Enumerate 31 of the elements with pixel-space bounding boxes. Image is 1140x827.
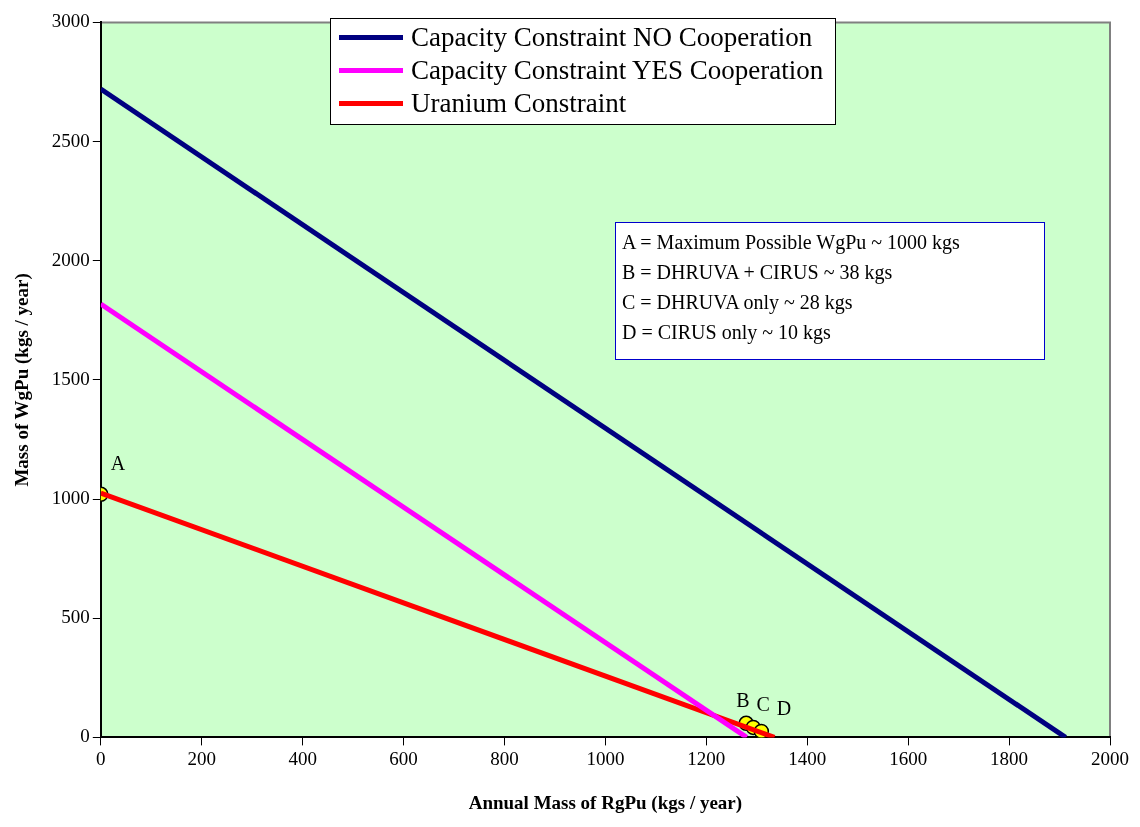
x-tick-label: 600 [389, 747, 418, 769]
x-tick-label: 1000 [586, 747, 625, 769]
annotation: C = DHRUVA only ~ 28 kgs [622, 290, 854, 316]
x-tick-label: 800 [490, 747, 519, 769]
y-tick-label: 3000 [51, 10, 90, 32]
y-axis-title: Mass of WgPu (kgs / year) [11, 273, 34, 487]
y-tick-label: 2000 [51, 248, 90, 270]
x-tick-label: 400 [288, 747, 317, 769]
x-tick-label: 1600 [889, 747, 928, 769]
x-axis-title: Annual Mass of RgPu (kgs / year) [468, 791, 743, 814]
annotation: B [736, 689, 750, 712]
y-tick-label: 2500 [51, 129, 90, 151]
legend-label: Uranium Constraint [411, 87, 627, 120]
y-tick-label: 500 [61, 606, 90, 628]
y-tick-label: 1500 [51, 367, 90, 389]
x-tick-label: 200 [187, 747, 216, 769]
x-tick-label: 2000 [1091, 747, 1129, 769]
annotation: C [756, 693, 770, 716]
x-tick-label: 0 [96, 747, 106, 769]
x-tick-label: 1800 [990, 747, 1029, 769]
legend-label: Capacity Constraint YES Cooperation [411, 54, 824, 87]
annotation: D = CIRUS only ~ 10 kgs [622, 320, 832, 346]
annotation: A [110, 452, 126, 475]
legend-label: Capacity Constraint NO Cooperation [411, 21, 813, 54]
x-tick-label: 1200 [687, 747, 726, 769]
annotation: D [776, 697, 792, 720]
annotation: B = DHRUVA + CIRUS ~ 38 kgs [622, 260, 894, 286]
y-tick-label: 1000 [51, 487, 90, 509]
annotation: A = Maximum Possible WgPu ~ 1000 kgs [622, 230, 961, 256]
y-tick-label: 0 [80, 725, 90, 747]
x-tick-label: 1400 [788, 747, 827, 769]
